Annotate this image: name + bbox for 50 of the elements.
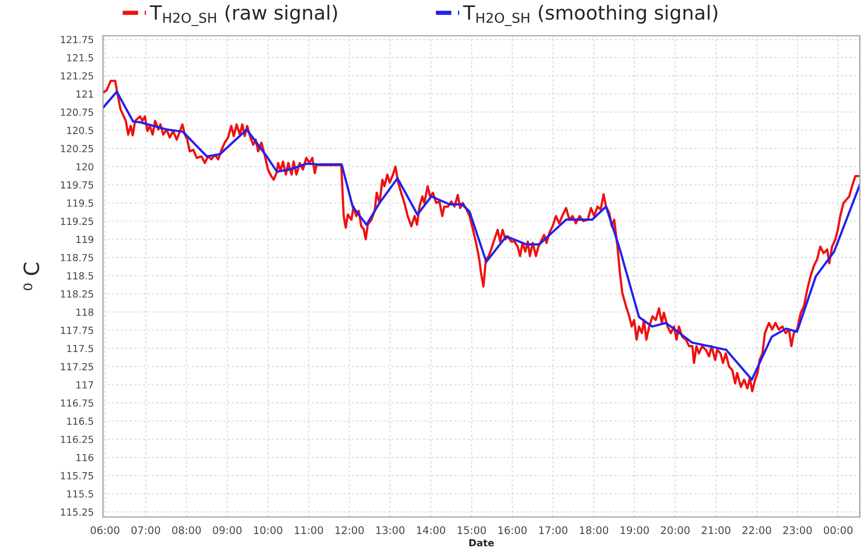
y-axis-title: ⁰ C	[23, 262, 40, 290]
y-tick-label: 117.75	[60, 326, 94, 334]
y-tick-label: 121.5	[67, 54, 94, 62]
x-tick-label: 07:00	[131, 526, 160, 534]
y-tick-label: 117	[76, 381, 94, 388]
y-tick-label: 119.75	[60, 181, 94, 189]
y-tick-label: 116	[76, 454, 94, 462]
x-tick-label: 21:00	[702, 526, 730, 534]
x-tick-label: 23:00	[783, 526, 812, 534]
y-tick-label: 117.5	[67, 344, 94, 352]
legend-label: T$_{H2O_SH}$ (smoothing signal)	[463, 4, 718, 26]
y-tick-label: 121.25	[60, 72, 94, 80]
y-tick-label: 120.75	[60, 108, 94, 116]
y-tick-label: 121.75	[60, 36, 94, 44]
x-tick-label: 22:00	[742, 526, 772, 534]
x-axis-title: Date	[469, 539, 494, 546]
x-tick-label: 14:00	[417, 526, 446, 534]
x-tick-label: 12:00	[336, 526, 364, 534]
y-tick-label: 116.75	[60, 399, 94, 407]
x-tick-label: 11:00	[294, 526, 323, 534]
y-tick-label: 116.25	[60, 436, 94, 444]
y-tick-label: 116.5	[67, 418, 94, 425]
x-tick-label: 20:00	[661, 526, 690, 534]
y-tick-label: 118	[76, 308, 94, 316]
y-tick-label: 118.75	[60, 254, 94, 262]
x-tick-label: 10:00	[254, 526, 282, 534]
y-tick-label: 120	[76, 163, 94, 170]
legend-label: T$_{H2O_SH}$ (raw signal)	[150, 4, 337, 26]
y-tick-label: 115.25	[60, 508, 94, 516]
x-tick-label: 06:00	[90, 526, 120, 534]
x-tick-label: 18:00	[580, 526, 608, 534]
x-tick-label: 16:00	[498, 526, 527, 534]
x-tick-label: 09:00	[212, 526, 242, 534]
y-tick-label: 118.25	[60, 290, 94, 298]
y-tick-label: 120.25	[60, 144, 94, 152]
x-tick-label: 19:00	[620, 526, 649, 534]
y-tick-label: 117.25	[60, 362, 94, 370]
x-tick-label: 00:00	[824, 526, 853, 534]
y-tick-label: 120.5	[67, 126, 94, 134]
x-tick-label: 08:00	[172, 526, 201, 534]
x-tick-label: 17:00	[539, 526, 568, 534]
y-tick-label: 119	[76, 236, 94, 244]
y-tick-label: 115.5	[67, 490, 94, 498]
x-tick-label: 15:00	[458, 526, 486, 534]
y-tick-label: 119.25	[60, 218, 94, 225]
y-tick-label: 115.75	[60, 472, 94, 480]
x-tick-label: 13:00	[376, 526, 404, 534]
y-tick-label: 118.5	[67, 272, 94, 280]
y-tick-label: 121	[76, 90, 94, 98]
y-tick-label: 119.5	[67, 199, 94, 207]
